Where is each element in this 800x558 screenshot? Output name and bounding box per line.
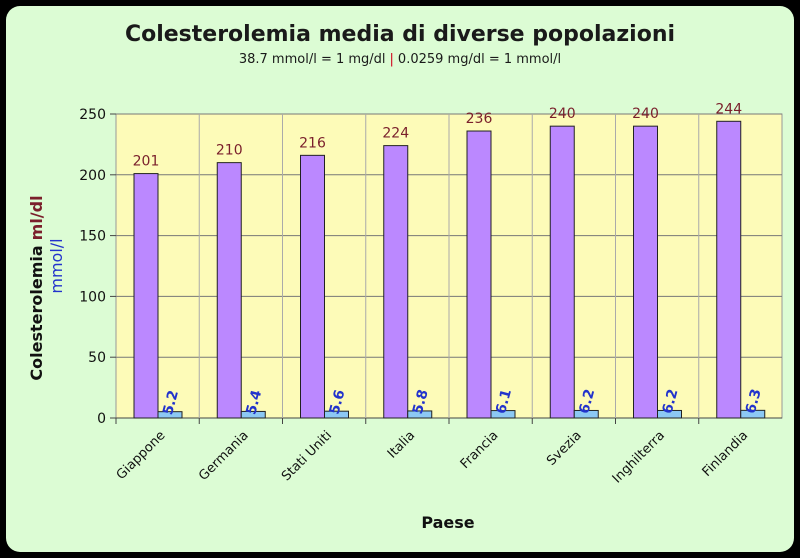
- chart-subtitle: 38.7 mmol/l = 1 mg/dl | 0.0259 mg/dl = 1 m…: [0, 52, 800, 67]
- chart-title: Colesterolemia media di diverse popolazi…: [124, 22, 676, 47]
- y-tick-label: 50: [88, 350, 106, 366]
- bar-mg: [216, 162, 242, 419]
- y-axis-label-unit-secondary: mmol/l: [47, 238, 66, 293]
- y-axis-label-prefix: Colesterolemia: [27, 245, 46, 380]
- x-tick-label: Giappone: [114, 428, 169, 483]
- data-label-mg: 216: [299, 135, 326, 151]
- subtitle-conversion-right: 0.0259 mg/dl = 1 mmol/l: [397, 52, 562, 67]
- x-tick-label: Finlandia: [700, 428, 752, 480]
- data-label-mmol: 6.3: [743, 387, 765, 415]
- x-tick-label: Stati Uniti: [279, 428, 335, 484]
- data-label-mmol: 5.2: [160, 389, 182, 417]
- y-axis-label-unit-primary: ml/dl: [27, 195, 46, 240]
- data-label-mg: 201: [133, 154, 160, 170]
- bar-mmol: [490, 410, 516, 419]
- bars: 201 5.2 210 5.4 216 5.6 224 5.8 236 6.1 240 6.2 240 6…: [133, 101, 766, 419]
- data-label-mmol: 6.1: [493, 387, 515, 415]
- x-tick-label: Germania: [196, 428, 252, 484]
- data-label-mg: 240: [549, 106, 576, 122]
- bar-mg: [300, 154, 325, 419]
- bar-mmol: [240, 410, 266, 419]
- x-tick-label: Svezia: [544, 428, 585, 469]
- data-label-mmol: 6.2: [576, 387, 598, 415]
- bar-mmol: [157, 411, 183, 419]
- bar-mg: [716, 120, 742, 419]
- data-label-mmol: 5.6: [327, 388, 349, 416]
- y-tick-label: 100: [79, 289, 106, 305]
- subtitle-conversion-left: 38.7 mmol/l = 1 mg/dl: [238, 52, 386, 67]
- y-tick-label: 150: [79, 229, 106, 245]
- data-label-mmol: 5.4: [243, 388, 265, 416]
- bar-mg: [466, 130, 492, 419]
- x-tick-label: Italia: [385, 428, 418, 461]
- x-axis-label: Paese: [421, 513, 474, 532]
- y-tick-label: 0: [97, 411, 106, 427]
- bar-mmol: [407, 410, 433, 419]
- bar-mg: [383, 145, 409, 419]
- x-tick-label: Inghilterra: [610, 428, 668, 486]
- x-tick-label: Francia: [458, 428, 502, 472]
- y-tick-label: 200: [79, 168, 106, 184]
- bar-mg: [633, 125, 658, 419]
- data-label-mg: 210: [216, 143, 243, 159]
- y-tick-label: 250: [79, 107, 106, 123]
- bar-mmol: [740, 409, 766, 419]
- bar-mg: [133, 173, 159, 419]
- y-axis-ticks: 0 50 100 150 200 250: [79, 107, 116, 427]
- bar-mmol: [324, 410, 349, 419]
- data-label-mg: 244: [715, 101, 742, 117]
- x-axis-ticks: Giappone Germania Stati Uniti Italia Francia…: [114, 418, 751, 486]
- bar-mg: [549, 125, 575, 419]
- y-axis-label: Colesterolemia ml/dl: [27, 195, 46, 380]
- data-label-mg: 240: [632, 106, 659, 122]
- bar-mmol: [657, 409, 682, 419]
- bar-mmol: [573, 409, 599, 419]
- data-label-mg: 236: [466, 111, 493, 127]
- data-label-mg: 224: [382, 126, 409, 142]
- data-label-mmol: 6.2: [660, 387, 682, 415]
- data-label-mmol: 5.8: [410, 388, 432, 416]
- subtitle-separator: |: [389, 52, 394, 67]
